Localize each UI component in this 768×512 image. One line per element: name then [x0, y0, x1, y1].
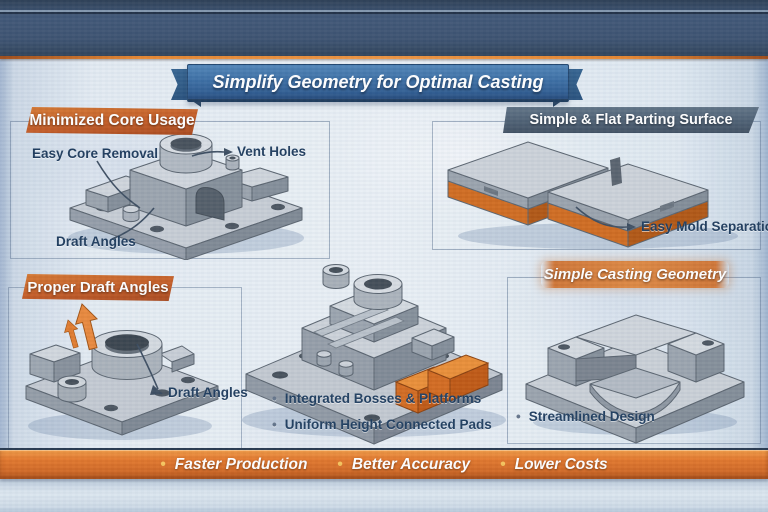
bottom-margin-strip: [0, 477, 768, 512]
annotation-draft-angles-core: Draft Angles: [56, 234, 136, 249]
center-casting-illustration: [242, 264, 506, 445]
bullet-streamlined-design: Streamlined Design: [516, 409, 655, 424]
bullet-uniform-pads: Uniform Height Connected Pads: [272, 417, 492, 432]
annotation-vent-holes: Vent Holes: [237, 144, 307, 159]
footer-item-lower-costs: Lower Costs: [500, 456, 608, 474]
draft-angles-illustration: [25, 303, 219, 440]
banner-draft-angles: Proper Draft Angles: [22, 274, 174, 301]
bullet-integrated-bosses: Integrated Bosses & Platforms: [272, 391, 482, 406]
ribbon-fold-left: [188, 98, 201, 107]
banner-parting-surface: Simple & Flat Parting Surface: [503, 107, 759, 133]
annotation-easy-core-removal: Easy Core Removal: [32, 146, 159, 161]
header-orange-rule: [0, 56, 768, 59]
banner-parting-surface-label: Simple & Flat Parting Surface: [529, 112, 733, 128]
banner-core-usage-label: Minimized Core Usage: [29, 112, 195, 129]
parting-surface-illustration: [447, 141, 738, 249]
banner-casting-geometry: Simple Casting Geometry: [541, 261, 729, 288]
footer-item-better-accuracy: Better Accuracy: [337, 456, 470, 474]
draft-direction-arrow: [74, 303, 99, 351]
subtitle-ribbon: Simplify Geometry for Optimal Casting: [187, 64, 569, 102]
banner-core-usage: Minimized Core Usage: [26, 107, 198, 135]
benefits-footer: Faster Production Better Accuracy Lower …: [0, 448, 768, 479]
footer-item-faster-production: Faster Production: [160, 456, 308, 474]
header-band: [0, 0, 768, 56]
draft-direction-arrow-small: [64, 319, 79, 349]
ribbon-fold-right: [553, 98, 566, 107]
banner-casting-geometry-label: Simple Casting Geometry: [543, 266, 727, 283]
casting-geometry-illustration: [525, 314, 745, 444]
subtitle-ribbon-label: Simplify Geometry for Optimal Casting: [212, 71, 544, 92]
annotation-easy-mold-separation: Easy Mold Separation: [641, 219, 768, 234]
banner-draft-angles-label: Proper Draft Angles: [27, 279, 169, 296]
annotation-draft-angles: Draft Angles: [168, 385, 248, 400]
